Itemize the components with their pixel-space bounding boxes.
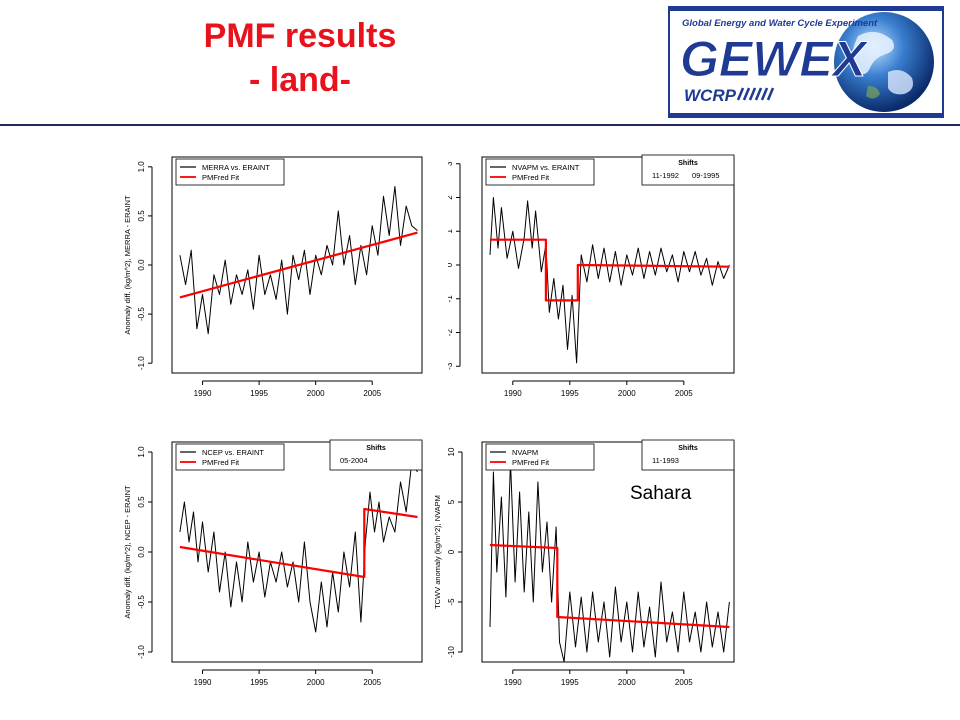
fit-line — [179, 507, 418, 579]
legend-label: PMFred Fit — [512, 173, 550, 182]
x-tick-label: 1990 — [194, 389, 212, 398]
y-tick-label: -0.5 — [137, 595, 146, 609]
x-tick-label: 1990 — [504, 389, 522, 398]
x-tick-label: 1995 — [250, 678, 268, 687]
legend-label: NVAPM — [512, 448, 538, 457]
logo-wordmark: GEWEX — [680, 31, 869, 87]
data-series-line — [489, 197, 730, 364]
shift-date: 11-1993 — [652, 456, 679, 465]
slide-title-line1: PMF results — [203, 17, 397, 55]
legend-box — [175, 158, 285, 186]
x-tick-label: 2005 — [675, 678, 693, 687]
shifts-title: Shifts — [678, 445, 698, 452]
plot-frame — [481, 156, 735, 374]
shifts-box: Shifts 11-1992 09-1995 — [641, 154, 735, 186]
y-tick-label: 3 — [448, 161, 454, 166]
plot-frame — [171, 441, 423, 663]
shifts-frame — [641, 154, 735, 186]
y-tick-label: -3 — [448, 362, 454, 370]
legend-label: MERRA vs. ERAINT — [202, 163, 270, 172]
x-tick-label: 2000 — [618, 678, 636, 687]
plot-frame — [171, 156, 423, 374]
chart-merra: -1.0 -0.5 0.0 0.5 1.0 1990 1995 2000 2005 Anomaly… — [123, 156, 423, 398]
legend-box — [485, 443, 595, 471]
y-tick-label: 0.0 — [137, 546, 146, 558]
shifts-frame — [329, 439, 423, 471]
y-tick-label: 1.0 — [137, 446, 146, 458]
y-tick-label: 10 — [447, 447, 456, 456]
y-tick-label: 1 — [448, 228, 454, 233]
shifts-box: Shifts 11-1993 — [641, 439, 735, 471]
legend-label: PMFred Fit — [202, 458, 240, 467]
y-tick-label: -1.0 — [137, 356, 146, 370]
shifts-box: Shifts 05-2004 — [329, 439, 423, 471]
legend-label: PMFred Fit — [512, 458, 550, 467]
x-tick-label: 1990 — [194, 678, 212, 687]
gewex-logo: Global Energy and Water Cycle Experiment… — [668, 6, 944, 118]
fit-line — [179, 231, 418, 299]
x-tick-label: 1990 — [504, 678, 522, 687]
data-series-line — [179, 186, 418, 335]
shifts-title: Shifts — [678, 160, 698, 167]
x-tick-label: 1995 — [561, 389, 579, 398]
chart-nvapm-tcwv: -10 -5 0 5 10 1990 1995 2000 2005 TCWV anomaly (k… — [433, 439, 735, 687]
y-axis-label: Anomaly diff. (kg/m^2), MERRA - ERAINT — [123, 195, 132, 335]
y-tick-label: 2 — [448, 195, 454, 200]
title-divider — [0, 124, 960, 126]
x-tick-label: 1995 — [561, 678, 579, 687]
logo-tagline: Global Energy and Water Cycle Experiment — [682, 18, 878, 29]
plot-frame — [481, 441, 735, 663]
chart-nvapm-shifts: -3 -2 -1 0 1 2 3 1990 1995 2000 2005 NVAPM vs. ERAI… — [448, 154, 735, 398]
y-tick-label: 5 — [447, 499, 456, 504]
y-axis-label: Anomaly diff. (kg/m^2), NCEP - ERAINT — [123, 485, 132, 619]
y-tick-label: -1.0 — [137, 645, 146, 659]
legend-label: NCEP vs. ERAINT — [202, 448, 264, 457]
slide-title-line2: - land- — [249, 61, 351, 99]
x-tick-label: 2000 — [307, 678, 325, 687]
y-tick-label: -5 — [447, 598, 456, 606]
y-tick-label: 0 — [448, 262, 454, 267]
y-tick-label: -10 — [447, 646, 456, 658]
y-tick-label: 0.0 — [137, 259, 146, 271]
y-tick-label: 0.5 — [137, 210, 146, 222]
y-tick-label: -2 — [448, 328, 454, 336]
earth-globe-icon — [834, 12, 934, 112]
x-tick-label: 2005 — [675, 389, 693, 398]
region-annotation: Sahara — [630, 483, 692, 504]
fit-line — [490, 238, 730, 302]
y-axis-label: TCWV anomaly (kg/m^2), NVAPM — [433, 495, 442, 609]
x-tick-label: 1995 — [250, 389, 268, 398]
x-tick-label: 2000 — [307, 389, 325, 398]
legend-box — [485, 158, 595, 186]
shift-date: 11-1992 — [652, 171, 679, 180]
legend-box — [175, 443, 285, 471]
x-tick-label: 2005 — [363, 389, 381, 398]
logo-sub: WCRP — [684, 86, 737, 105]
shifts-frame — [641, 439, 735, 471]
legend-label: NVAPM vs. ERAINT — [512, 163, 580, 172]
y-tick-label: -0.5 — [137, 307, 146, 321]
chart-ncep: -1.0 -0.5 0.0 0.5 1.0 1990 1995 2000 2005 Anomaly… — [123, 439, 423, 687]
y-tick-label: 1.0 — [137, 161, 146, 173]
data-series-line — [489, 461, 730, 662]
shift-date: 05-2004 — [340, 456, 368, 465]
slide-title: PMF results - land- — [150, 14, 450, 102]
data-series-line — [179, 461, 418, 633]
y-tick-label: -1 — [448, 295, 454, 303]
shift-date: 09-1995 — [692, 171, 720, 180]
shifts-title: Shifts — [366, 445, 386, 452]
x-tick-label: 2000 — [618, 389, 636, 398]
y-tick-label: 0 — [447, 549, 456, 554]
y-tick-label: 0.5 — [137, 496, 146, 508]
fit-line — [489, 543, 730, 629]
x-tick-label: 2005 — [363, 678, 381, 687]
legend-label: PMFred Fit — [202, 173, 240, 182]
